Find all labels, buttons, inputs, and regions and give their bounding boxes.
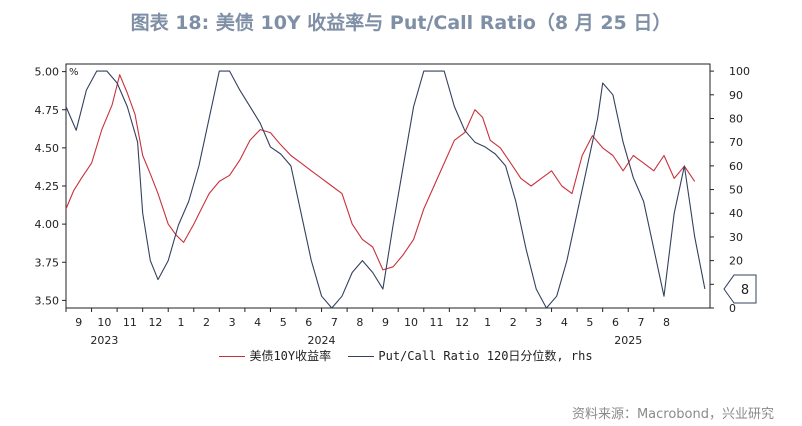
legend: 美债10Y收益率 Put/Call Ratio 120日分位数, rhs: [0, 347, 802, 364]
x-tick-label: 8: [663, 316, 670, 329]
x-tick-label: 6: [305, 316, 312, 329]
legend-swatch-yield: [219, 356, 246, 357]
x-tick-label: 1: [484, 316, 491, 329]
x-tick-label: 4: [561, 316, 568, 329]
x-tick-label: 5: [280, 316, 287, 329]
x-tick-label: 4: [254, 316, 261, 329]
y-left-tick-label: 4.50: [35, 142, 60, 155]
series-line-putcall: [65, 70, 706, 309]
x-tick-label: 12: [455, 316, 469, 329]
x-tick-label: 2: [510, 316, 517, 329]
y-right-tick-label: 60: [729, 160, 743, 173]
y-left-tick-label: 4.25: [35, 180, 60, 193]
y-right-tick-label: 100: [729, 65, 750, 78]
y-right-tick-label: 20: [729, 255, 743, 268]
y-left-tick-label: 4.00: [35, 218, 60, 231]
x-year-label: 2025: [614, 334, 642, 347]
x-tick-label: 1: [178, 316, 185, 329]
y-right-tick-label: 50: [729, 184, 743, 197]
y-left-tick-label: 5.00: [35, 66, 60, 79]
last-value-callout: [723, 274, 757, 304]
y-left-tick-label: 3.75: [35, 256, 60, 269]
x-tick-label: 2: [203, 316, 210, 329]
y-right-tick-label: 40: [729, 207, 743, 220]
y-right-tick-label: 80: [729, 112, 743, 125]
last-value-label: 8: [741, 283, 749, 298]
source-note: 资料来源：Macrobond，兴业研究: [571, 407, 774, 422]
x-tick-label: 10: [404, 316, 418, 329]
y-right-tick-label: 90: [729, 89, 743, 102]
x-tick-label: 9: [75, 316, 82, 329]
y-right-tick-label: 30: [729, 231, 743, 244]
chart-title: 图表 18: 美债 10Y 收益率与 Put/Call Ratio（8 月 25…: [130, 12, 672, 34]
x-tick-label: 3: [535, 316, 542, 329]
x-tick-label: 12: [148, 316, 162, 329]
x-tick-label: 9: [382, 316, 389, 329]
x-tick-label: 11: [430, 316, 444, 329]
y-left-tick-label: 4.75: [35, 104, 60, 117]
x-year-label: 2024: [308, 334, 336, 347]
series-line-yield: [65, 74, 696, 271]
legend-label-yield: 美债10Y收益率: [249, 349, 332, 363]
x-tick-label: 6: [612, 316, 619, 329]
x-tick-label: 7: [638, 316, 645, 329]
x-tick-label: 10: [97, 316, 111, 329]
x-year-label: 2023: [90, 334, 118, 347]
y-right-tick-label: 0: [729, 302, 736, 315]
x-tick-label: 11: [123, 316, 137, 329]
x-tick-label: 7: [331, 316, 338, 329]
y-left-unit: %: [69, 67, 79, 78]
y-right-tick-label: 70: [729, 136, 743, 149]
x-tick-label: 3: [229, 316, 236, 329]
x-tick-label: 5: [586, 316, 593, 329]
legend-swatch-putcall: [348, 356, 375, 357]
legend-label-putcall: Put/Call Ratio 120日分位数, rhs: [378, 349, 593, 363]
y-left-tick-label: 3.50: [35, 294, 60, 307]
x-tick-label: 8: [356, 316, 363, 329]
